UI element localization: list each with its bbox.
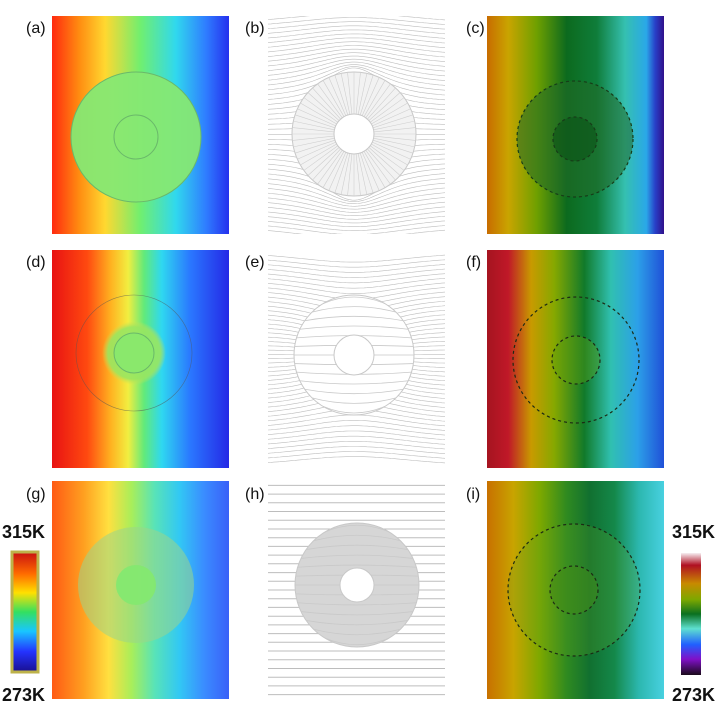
panel-label-a: (a) [26,20,46,37]
panel-g-simulation [52,481,229,699]
panel-label-d: (d) [26,254,46,271]
panel-label-c: (c) [466,20,485,37]
panel-d-simulation [52,250,229,468]
core-region [339,567,375,603]
core-region [333,113,375,155]
colorbar-right-max-label: 315K [672,522,716,542]
colorbar-right-max-label-min: 273K [672,685,716,705]
core-region [333,334,375,376]
panel-f-measurement [487,250,664,468]
panel-label-i: (i) [466,486,481,503]
panel-label-f: (f) [466,254,482,271]
panel-label-h: (h) [245,486,265,503]
panel-e-flux-lines [268,250,446,468]
panel-label-e: (e) [245,254,265,271]
panel-label-b: (b) [245,20,265,37]
colorbar-left-min-label: 273K [2,685,46,705]
panel-h-flux-lines [268,481,446,699]
panel-i-measurement [487,481,664,699]
colorbar-left-max-label: 315K [2,522,46,542]
colorbar-left [10,550,40,674]
panel-c-measurement [487,16,664,234]
panel-a-simulation [52,16,229,234]
colorbar-right [680,552,702,676]
panel-b-flux-lines [268,16,446,234]
panel-label-g: (g) [26,486,46,503]
